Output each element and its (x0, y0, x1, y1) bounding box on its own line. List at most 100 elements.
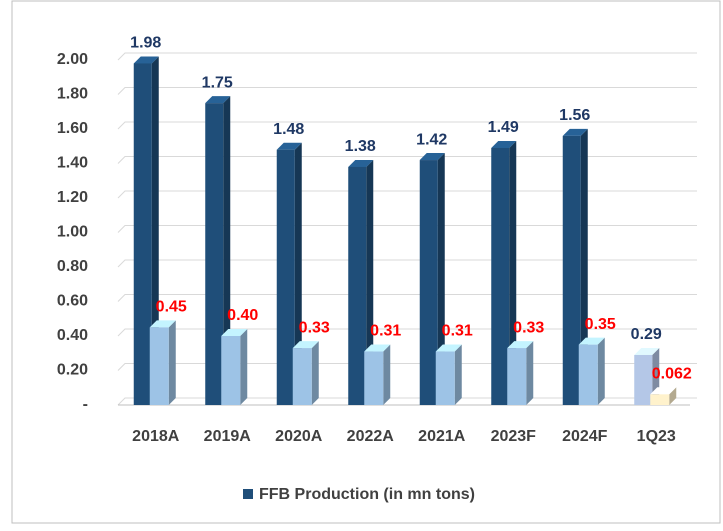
grid-line (117, 121, 697, 130)
data-label: 1.48 (273, 121, 304, 138)
y-tick-label: 0.60 (57, 293, 88, 310)
bar (149, 320, 176, 405)
y-tick-label: 1.60 (57, 120, 88, 137)
bar-front (364, 351, 384, 405)
x-tick-label: 2023F (491, 428, 537, 445)
bar-front (578, 344, 598, 405)
y-tick-label: - (83, 396, 88, 413)
y-tick-label: 1.80 (57, 86, 88, 103)
data-label: 0.33 (299, 319, 330, 336)
grid-line (117, 87, 697, 95)
bar (507, 341, 534, 405)
bar-front (149, 327, 169, 405)
bar-side (223, 96, 231, 405)
bar-side (311, 341, 319, 405)
bar-top (634, 347, 660, 355)
x-tick-label: 2022A (347, 428, 395, 445)
bar-side (597, 337, 605, 405)
bar-top (507, 341, 534, 349)
bar (578, 337, 605, 405)
bar-top (133, 56, 159, 64)
bar-side (240, 329, 248, 405)
bar-top (221, 329, 248, 336)
x-tick-label: 2019A (204, 428, 252, 445)
bar-side (383, 344, 391, 405)
x-tick-label: 2021A (418, 428, 466, 445)
bar (133, 56, 159, 405)
bar (435, 344, 462, 405)
bar-top (205, 96, 231, 104)
bar-front (435, 351, 455, 405)
data-label: 0.31 (370, 323, 401, 340)
y-tick-label: 0.80 (57, 258, 88, 275)
bar-top (491, 140, 517, 148)
bar (205, 96, 231, 405)
bar (491, 140, 517, 405)
data-label: 1.98 (130, 35, 161, 52)
x-tick-label: 1Q23 (637, 428, 676, 445)
y-tick-label: 0.40 (57, 327, 88, 344)
bar-front (634, 354, 653, 405)
bar-top (276, 142, 302, 150)
bar-front (562, 135, 581, 405)
data-label: 1.38 (345, 138, 376, 155)
data-label: 0.45 (156, 299, 187, 316)
data-label: 1.42 (416, 131, 447, 148)
bar-top (650, 387, 677, 395)
grid-line (117, 52, 697, 61)
legend-swatch (243, 489, 253, 499)
data-label: 0.31 (442, 323, 473, 340)
bar-front (419, 160, 438, 405)
legend-label: FFB Production (in mn tons) (259, 486, 475, 503)
bar-top (364, 344, 391, 352)
bar (276, 142, 302, 405)
data-label: 0.29 (631, 326, 662, 343)
bar-front (491, 147, 510, 405)
bar-side (168, 320, 176, 405)
bar-side (509, 140, 517, 405)
bar-top (419, 153, 445, 161)
bar-side (294, 142, 302, 405)
bar-side (366, 159, 374, 405)
bar (650, 387, 677, 405)
bar-front (133, 63, 152, 405)
data-label: 0.33 (513, 319, 544, 336)
bar-front (221, 336, 241, 405)
bar-side (437, 153, 445, 405)
bar-top (562, 128, 588, 136)
bar-front (507, 348, 527, 405)
y-tick-label: 1.00 (57, 224, 88, 241)
bar (348, 159, 374, 405)
x-tick-label: 2018A (132, 428, 180, 445)
bar-side (580, 128, 588, 405)
bar-top (292, 341, 319, 349)
x-tick-label: 2024F (562, 428, 608, 445)
bar-front (276, 149, 295, 405)
y-tick-label: 2.00 (57, 51, 88, 68)
bar (562, 128, 588, 405)
bar-top (435, 344, 462, 352)
data-label: 0.062 (652, 366, 692, 383)
bar-top (149, 320, 176, 328)
bar (221, 329, 248, 405)
bar-side (669, 387, 677, 405)
x-tick-label: 2020A (275, 428, 323, 445)
y-tick-label: 1.20 (57, 189, 88, 206)
data-label: 1.75 (202, 74, 233, 91)
data-label: 1.49 (488, 119, 519, 136)
data-label: 0.40 (227, 307, 258, 324)
bar (419, 153, 445, 405)
bar-top (348, 159, 374, 167)
bar-top (578, 337, 605, 345)
y-tick-label: 1.40 (57, 155, 88, 172)
bar-front (650, 394, 670, 405)
bar (292, 341, 319, 405)
data-label: 0.35 (585, 316, 616, 333)
y-tick-label: 0.20 (57, 362, 88, 379)
bar (364, 344, 391, 405)
data-label: 1.56 (559, 107, 590, 124)
bar-front (292, 348, 312, 405)
bar-side (526, 341, 534, 405)
bar-side (151, 56, 159, 405)
